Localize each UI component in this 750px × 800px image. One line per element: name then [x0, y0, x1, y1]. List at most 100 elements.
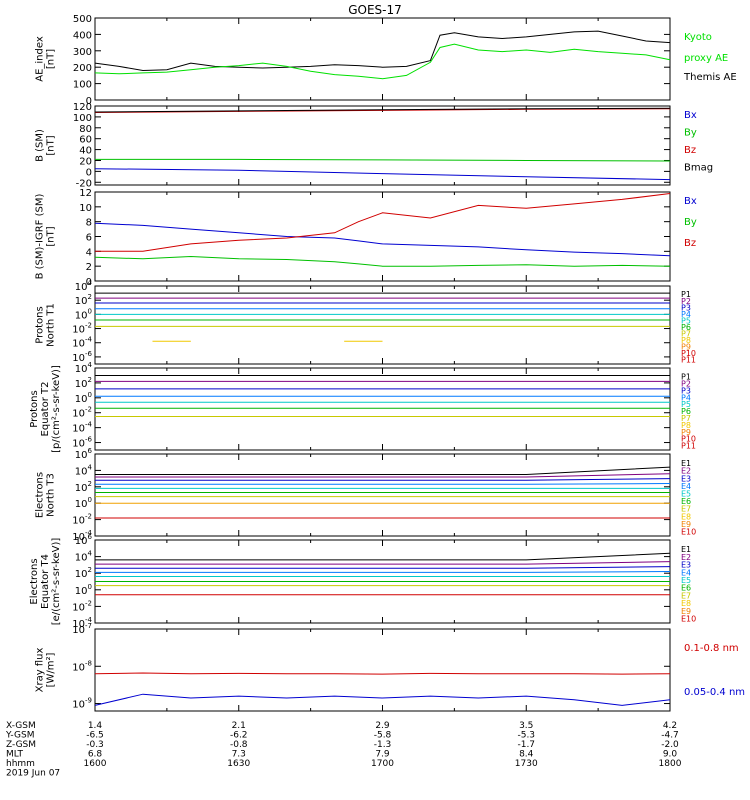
- x-row-label-y-gsm: Y-GSM: [5, 731, 34, 741]
- x-row-value: -0.3: [86, 740, 104, 750]
- y-tick-label: 102: [75, 480, 92, 494]
- y-tick-exponent: 0: [88, 583, 92, 591]
- y-axis-label: [nT]: [46, 49, 57, 69]
- x-row-value: 4.2: [663, 721, 677, 731]
- y-axis-label: [p/(cm²-s-sr-keV)]: [51, 365, 62, 453]
- y-tick-exponent: 0: [88, 496, 92, 504]
- y-axis-label: B (SM): [35, 129, 46, 162]
- y-tick-exponent: -2: [85, 322, 92, 330]
- y-tick-exponent: 4: [88, 550, 93, 558]
- series-0-05-0-4-nm: [94, 693, 671, 706]
- x-row-value: 7.3: [232, 750, 246, 760]
- y-tick-label: 104: [75, 463, 93, 477]
- y-tick-exponent: 4: [88, 463, 93, 471]
- y-tick-label: 100: [75, 583, 92, 597]
- x-row-value: 1700: [371, 759, 394, 769]
- y-axis-label: Equator T2: [40, 382, 51, 437]
- series-e2: [95, 473, 671, 478]
- y-tick-exponent: -4: [85, 336, 93, 344]
- y-axis-label: [nT]: [46, 135, 57, 155]
- y-tick-exponent: -8: [85, 659, 92, 667]
- legend-e2: E2: [681, 467, 691, 476]
- legend-bmag: Bmag: [684, 163, 713, 174]
- panel-frame: [94, 628, 671, 712]
- series-bmag: [94, 107, 671, 113]
- legend-p9: P9: [681, 428, 691, 437]
- series-bz: [95, 193, 671, 252]
- y-tick-label: 10-2: [72, 599, 92, 613]
- y-tick-label: 0: [86, 96, 92, 107]
- legend-e5: E5: [681, 489, 691, 498]
- legend-p3: P3: [681, 386, 691, 395]
- x-row-value: -6.5: [86, 731, 104, 741]
- y-tick-exponent: -4: [85, 616, 93, 624]
- legend-p4: P4: [681, 310, 691, 319]
- legend-e10: E10: [681, 614, 696, 623]
- series-kyoto-proxy-ae: [94, 43, 671, 80]
- y-axis-label: [e/(cm²-s-sr-keV)]: [51, 538, 62, 626]
- y-axis-label: [nT]: [46, 226, 57, 246]
- x-row-value: 6.8: [88, 750, 103, 760]
- x-row-value: 7.9: [375, 750, 390, 760]
- y-tick-exponent: 2: [88, 480, 92, 488]
- x-axis-table: X-GSM 1.4 2.1 2.9 3.5 4.2 Y-GSM -6.5 -6.2 -5.8 -5.…: [5, 721, 682, 779]
- legend-p10: P10: [681, 349, 696, 358]
- y-tick-label: 106: [75, 533, 93, 547]
- x-row-value: 1600: [84, 759, 107, 769]
- x-row-label-x-gsm: X-GSM: [6, 721, 36, 731]
- y-tick-exponent: 4: [88, 361, 93, 369]
- y-tick-label: 100: [75, 307, 92, 321]
- y-tick-exponent: 6: [88, 533, 93, 541]
- legend-e8: E8: [681, 512, 691, 521]
- legend-p9: P9: [681, 343, 691, 352]
- legend-0-1-0-8-nm: 0.1-0.8 nm: [684, 643, 739, 654]
- legend-p8: P8: [681, 421, 691, 430]
- x-row-value: -5.8: [374, 731, 392, 741]
- y-tick-exponent: 0: [88, 307, 92, 315]
- legend-p8: P8: [681, 336, 691, 345]
- panel-frame: [94, 367, 671, 451]
- legend-e1: E1: [681, 545, 691, 554]
- y-tick-exponent: 4: [88, 279, 93, 287]
- x-row-label-hhmm: hhmm: [6, 759, 35, 769]
- series-e1: [95, 552, 671, 561]
- x-row-value: 1.4: [88, 721, 103, 731]
- y-tick-label: 8: [86, 218, 92, 229]
- y-tick-label: 120: [73, 102, 92, 113]
- y-tick-exponent: 2: [88, 293, 92, 301]
- legend-p6: P6: [681, 407, 691, 416]
- y-tick-exponent: -7: [85, 622, 92, 630]
- legend-p10: P10: [681, 435, 696, 444]
- legend-e2: E2: [681, 553, 691, 562]
- y-tick-label: 10-2: [72, 322, 92, 336]
- y-tick-label: 0: [86, 167, 92, 178]
- y-tick-label: 10: [79, 203, 92, 214]
- legend-p2: P2: [681, 379, 691, 388]
- legend-bx: Bx: [684, 110, 697, 121]
- x-row-value: -0.8: [230, 740, 248, 750]
- y-axis-label: Protons: [35, 306, 46, 343]
- legend-p1: P1: [681, 290, 691, 299]
- y-tick-exponent: -6: [85, 350, 93, 358]
- legend-e10: E10: [681, 527, 696, 536]
- legend-p5: P5: [681, 316, 691, 325]
- y-tick-exponent: -6: [85, 436, 93, 444]
- y-tick-exponent: -2: [85, 599, 92, 607]
- y-tick-exponent: -2: [85, 406, 92, 414]
- legend-p7: P7: [681, 330, 691, 339]
- y-tick-label: 500: [73, 14, 92, 25]
- y-tick-label: 0: [86, 277, 92, 288]
- y-tick-exponent: -4: [85, 529, 93, 537]
- legend-0-05-0-4-nm: 0.05-0.4 nm: [684, 687, 745, 698]
- y-tick-label: 102: [75, 293, 92, 307]
- legend-p1: P1: [681, 373, 691, 382]
- y-tick-exponent: 0: [88, 391, 92, 399]
- y-tick-label: 20: [79, 156, 92, 167]
- y-tick-exponent: -4: [85, 421, 93, 429]
- series-by: [95, 158, 671, 162]
- legend-e3: E3: [681, 474, 691, 483]
- y-axis-label: Electrons: [35, 472, 46, 518]
